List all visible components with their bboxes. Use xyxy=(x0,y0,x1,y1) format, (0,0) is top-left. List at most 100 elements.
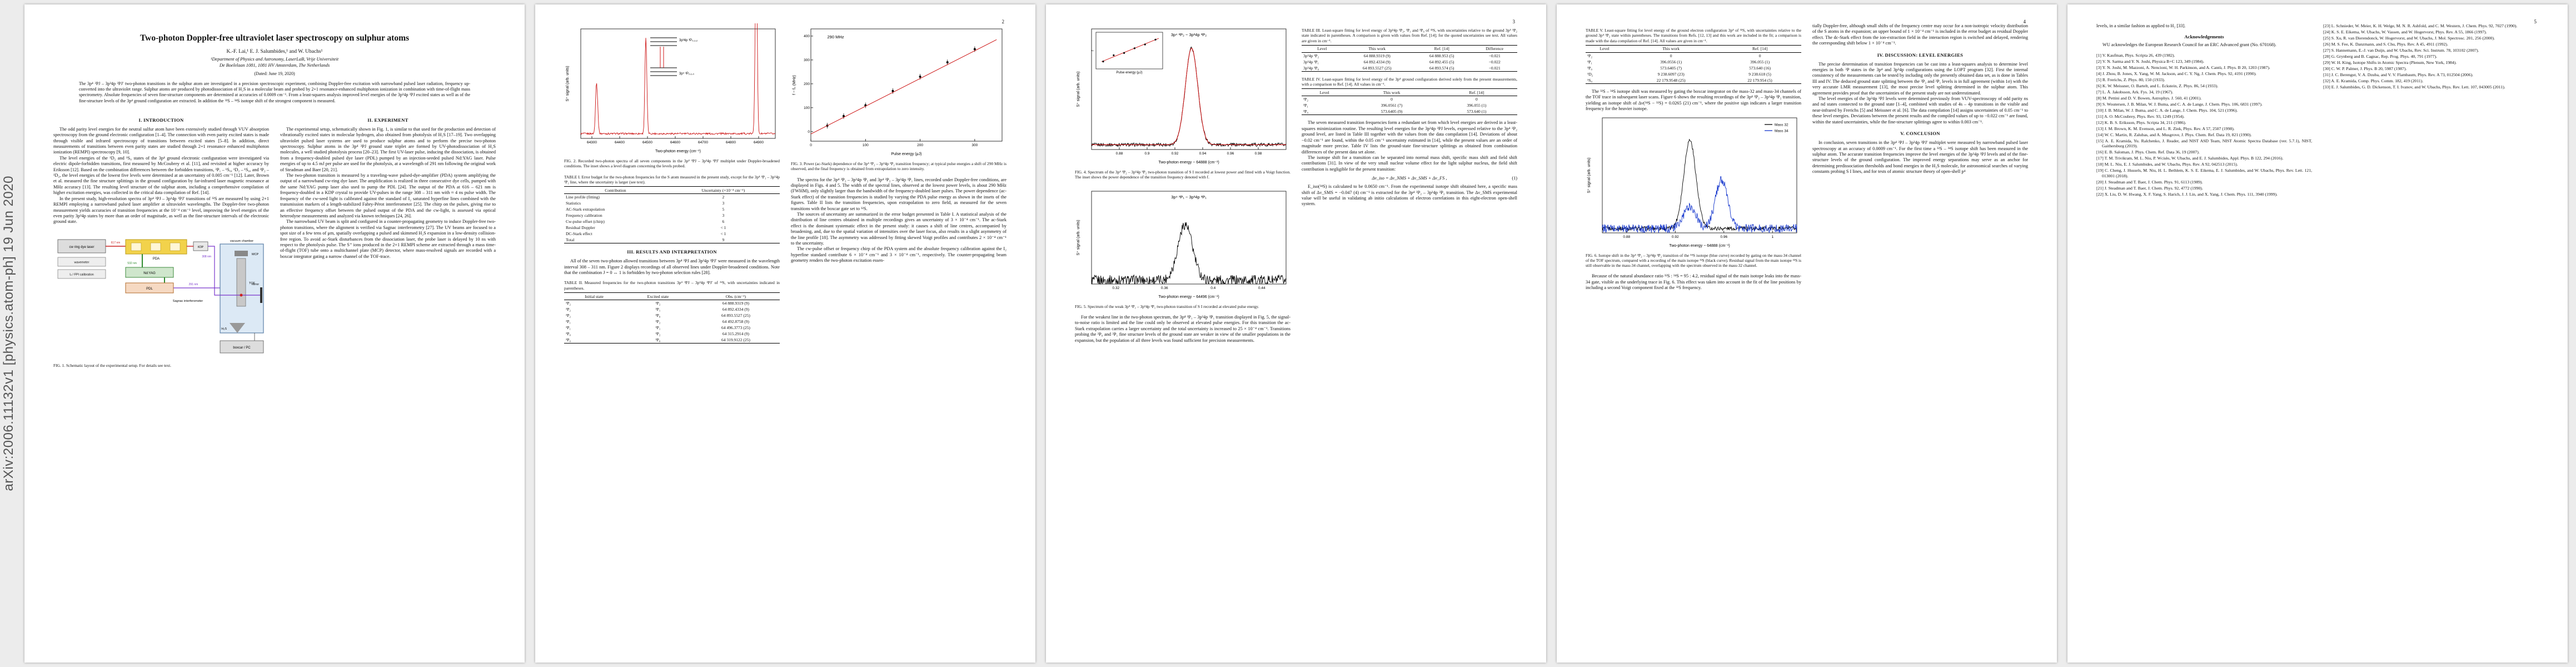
section-heading-discussion: IV. DISCUSSION: LEVEL ENERGIES xyxy=(1877,52,1964,58)
table-row: ³P₂ ³P₀ 64 893.5527 (25) xyxy=(564,312,780,318)
svg-text:64500: 64500 xyxy=(642,141,652,145)
table-cell: ³P₀ xyxy=(1303,109,1309,115)
page-5: 5 levels, in a similar fashion as applie… xyxy=(2067,4,2568,663)
reference-item: [30] C. W. P. Palmer, J. Phys. B 20, 598… xyxy=(2323,66,2407,71)
table-cell: 64 888.953 (5) xyxy=(1429,53,1454,58)
figure-4: 0.88 0.9 0.92 0.94 0.96 0.98 Two-photon energy… xyxy=(1075,23,1291,180)
equation-1-body: Δν_iso = Δν_NMS + Δν_SMS + Δν_FS , xyxy=(1372,176,1447,181)
i2-calibration-label: I₂ / FPI calibration xyxy=(69,273,93,276)
svg-text:S⁺ signal (arb. units): S⁺ signal (arb. units) xyxy=(1587,157,1591,193)
table-cell: 3p³4p ³P₂ xyxy=(1303,53,1319,58)
table-cell: 64 888.9319 (9) xyxy=(1363,53,1391,58)
table-row: ³P₁ ³P₂ 64 492.8758 (9) xyxy=(564,318,780,325)
reference-item: [17] T. M. Trivikram, M. L. Niu, P. Wcis… xyxy=(2096,156,2284,161)
table-cell: 64 892.455 (5) xyxy=(1429,59,1454,64)
table-cell: Cw-pulse offset (chirp) xyxy=(566,219,605,225)
table-header: Level xyxy=(1302,88,1348,97)
equation-1: Δν_iso = Δν_NMS + Δν_SMS + Δν_FS , (1) xyxy=(1302,176,1517,181)
reference-item: [6] K. W. Meissner, O. Bartelt, and L. E… xyxy=(2096,83,2219,88)
page3-right-column: TABLE III. Least-square fitting for leve… xyxy=(1302,23,1517,344)
table-cell: 396.0556 (1) xyxy=(1660,59,1682,64)
table-cell: 6 xyxy=(722,219,725,225)
section-heading-results: III. RESULTS AND INTERPRETATION xyxy=(627,249,717,255)
reference-item: [32] A. E. Kramida, Comp. Phys. Comm. 18… xyxy=(2323,78,2424,83)
page-2: 2 64300 64400 64500 64600 64700 64800 64900 Two… xyxy=(535,4,1035,663)
table-cell: ³P₀ xyxy=(655,313,661,318)
wavemeter-label: wavemeter xyxy=(74,261,89,264)
figure-2-caption: FIG. 2. Recorded two-photon spectra of a… xyxy=(564,158,780,169)
table-3-caption: TABLE III. Least-square fitting for leve… xyxy=(1302,28,1517,43)
arxiv-stamp-text: arXiv:2006.11132v1 [physics.atom-ph] 19 … xyxy=(1,176,16,491)
discussion-paragraph: The level energies of the 3p³4p ³PJ leve… xyxy=(1812,96,2028,125)
svg-text:0: 0 xyxy=(810,143,812,147)
table-cell: 22 179.9548 (25) xyxy=(1656,77,1686,83)
equation-1-number: (1) xyxy=(1512,176,1517,181)
wavelength-308-label: 308 nm xyxy=(202,255,211,258)
table-cell: 573.6405 (7) xyxy=(1660,65,1682,71)
conclusion-paragraph: In conclusion, seven transitions in the … xyxy=(1812,140,2028,175)
svg-text:3p⁴ ³P₁ − 3p³4p ³P₁: 3p⁴ ³P₁ − 3p³4p ³P₁ xyxy=(1171,195,1207,200)
intro-paragraph: The odd parity level energies for the ne… xyxy=(53,126,269,155)
svg-text:64700: 64700 xyxy=(698,141,708,145)
page2-right-column: 0 100 200 300 0 100 200 300 400 Pulse energy (μJ)… xyxy=(791,23,1007,349)
svg-text:290 MHz: 290 MHz xyxy=(827,34,844,39)
svg-text:0.88: 0.88 xyxy=(1116,152,1123,156)
table-cell: ³P₀ xyxy=(655,337,661,342)
table-cell: 396.0561 (7) xyxy=(1381,103,1403,108)
table-cell: Frequency calibration xyxy=(566,213,602,218)
svg-text:0.36: 0.36 xyxy=(1161,286,1168,290)
table-header: Initial state xyxy=(564,292,625,300)
intro-paragraph: The level energies of the ¹D₂ and ¹S₀ st… xyxy=(53,155,269,196)
section-heading-introduction: I. INTRODUCTION xyxy=(138,117,184,123)
svg-text:64900: 64900 xyxy=(754,141,764,145)
page5-right-column: [23] L. Schnieder, W. Meier, K. H. Welge… xyxy=(2323,23,2539,198)
table-row: ³P₁ ³P₁ 64 496.3773 (25) xyxy=(564,325,780,331)
table-row: ³P₂ 0 0 xyxy=(1302,96,1517,103)
table-row: ³P₂ 0 0 xyxy=(1586,52,1801,59)
references-right: [23] L. Schnieder, W. Meier, K. H. Welge… xyxy=(2323,23,2539,90)
table-cell: Residual Doppler xyxy=(566,225,595,231)
svg-text:300: 300 xyxy=(804,58,810,62)
table-cell: 573.6405 (9) xyxy=(1381,109,1403,115)
svg-text:0.88: 0.88 xyxy=(1623,235,1630,239)
table-cell: Statistics xyxy=(566,201,581,206)
table-cell: 64 893.5527 (25) xyxy=(721,313,750,318)
table-row: Residual Doppler < 1 xyxy=(564,225,780,231)
reference-item: [3] Y. N. Joshi, M. Mazzoni, A. Nencioni… xyxy=(2096,64,2270,70)
table-cell: ³P₂ xyxy=(655,301,661,306)
svg-text:64400: 64400 xyxy=(615,141,625,145)
table-cell: ³P₀ xyxy=(566,337,571,342)
table-header: This work xyxy=(1342,44,1412,53)
table-row: 3p³4p ³P₀ 64 893.5527 (25) 64 893.574 (5) −… xyxy=(1302,65,1517,72)
table-cell: 0 xyxy=(1758,53,1761,58)
arxiv-stamp: arXiv:2006.11132v1 [physics.atom-ph] 19 … xyxy=(1,0,17,667)
reference-item: [5] R. Frerichs, Z. Phys. 80, 150 (1933)… xyxy=(2096,77,2165,82)
table-cell: 3p³4p ³P₁ xyxy=(1303,59,1319,64)
svg-text:200: 200 xyxy=(804,82,810,86)
svg-text:64300: 64300 xyxy=(587,141,597,145)
table-row: 3p³4p ³P₁ 64 892.4334 (9) 64 892.455 (5) −0… xyxy=(1302,59,1517,65)
table-header: Level xyxy=(1586,44,1624,53)
sagnac-label: Sagnac interferometer xyxy=(173,300,203,303)
table-cell: 0 xyxy=(1391,97,1393,102)
table-cell: 396.055 (1) xyxy=(1750,59,1770,64)
table-cell: 3 xyxy=(722,201,725,206)
table-cell: 3p³4p ³P₀ xyxy=(1303,65,1319,71)
page-number: 5 xyxy=(2534,19,2537,24)
table-row: ³P₀ ³P₀ 64 319.9122 (25) xyxy=(564,337,780,344)
table-cell: 64 892.4334 (9) xyxy=(1363,59,1391,64)
table-cell: DC-Stark effect xyxy=(566,231,592,237)
kdp-label: KDP xyxy=(198,246,204,249)
reference-item: [1] V. Kaufman, Phys. Scripta 26, 439 (1… xyxy=(2096,52,2175,58)
discussion-paragraph: The precise determination of transition … xyxy=(1812,61,2028,96)
svg-text:0.94: 0.94 xyxy=(1199,152,1207,156)
table-5: Level This work Ref. [14] ³P₂ 0 0 ³P₁ 396.0556… xyxy=(1586,44,1801,84)
paper-dated: (Dated: June 19, 2020) xyxy=(254,71,295,76)
svg-text:0.9: 0.9 xyxy=(1144,152,1149,156)
svg-text:0.44: 0.44 xyxy=(1258,286,1265,290)
table-cell: ³P₂ xyxy=(655,319,661,324)
table-cell: ³P₁ xyxy=(566,325,571,330)
reference-item: [9] S. Woutersen, J. B. Milan, W. J. Bum… xyxy=(2096,101,2263,107)
reference-item: [25] S. Xu, R. van Dierendonck, W. Hoger… xyxy=(2323,36,2495,41)
reference-item: [14] W. C. Martin, R. Zalubas, and A. Mu… xyxy=(2096,132,2252,137)
